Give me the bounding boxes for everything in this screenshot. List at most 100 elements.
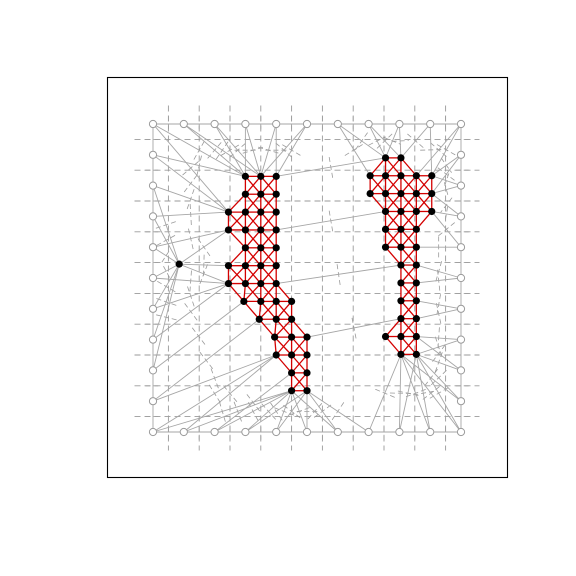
boundary-point xyxy=(456,181,466,190)
boundary-point xyxy=(456,427,466,437)
triangulation-edge xyxy=(152,301,245,371)
triangulation-edge xyxy=(337,123,386,159)
interior-point xyxy=(241,279,249,288)
interior-point xyxy=(272,226,280,234)
constrained-edge xyxy=(227,265,246,284)
interior-point xyxy=(412,207,420,216)
interior-point xyxy=(224,262,233,270)
interior-point xyxy=(412,297,420,305)
interior-point xyxy=(224,208,233,216)
constrained-edge xyxy=(415,193,433,212)
triangulation-edge xyxy=(398,123,402,158)
interior-point xyxy=(257,172,265,180)
constrained-edge xyxy=(244,265,262,284)
constrained-edge xyxy=(385,336,402,355)
boundary-point xyxy=(272,119,281,129)
triangulation-edge xyxy=(400,123,431,159)
boundary-point xyxy=(456,243,466,252)
boundary-point xyxy=(148,366,158,375)
triangulation-edge xyxy=(431,123,462,176)
interior-point xyxy=(288,297,296,306)
interior-point xyxy=(412,190,420,198)
voronoi-edge xyxy=(443,173,450,189)
constrained-edge xyxy=(275,300,293,320)
boundary-point xyxy=(148,243,158,252)
triangulation-edge xyxy=(179,263,229,284)
triangulation-edge xyxy=(260,123,277,177)
constrained-edge xyxy=(275,336,293,356)
interior-point xyxy=(257,244,265,252)
interior-point xyxy=(397,225,405,233)
constrained-edge xyxy=(400,228,417,248)
boundary-point xyxy=(302,119,312,129)
interior-point xyxy=(241,172,249,180)
constrained-edge xyxy=(227,211,246,231)
constrained-edge xyxy=(291,372,308,392)
isolated-point xyxy=(175,260,183,268)
triangulation-edge xyxy=(152,264,180,371)
interior-point xyxy=(272,244,280,252)
triangulation-edge xyxy=(152,229,229,248)
interior-point xyxy=(381,225,390,233)
boundary-point xyxy=(456,397,466,406)
boundary-point xyxy=(241,119,250,129)
triangulation-edge xyxy=(431,211,462,248)
boundary-point xyxy=(456,212,466,221)
triangulation-edge xyxy=(260,123,308,177)
triangulation-edge xyxy=(398,354,402,433)
triangulation-edge xyxy=(152,263,180,310)
interior-point xyxy=(412,261,420,269)
constrained-edge xyxy=(385,211,402,230)
constrained-edge xyxy=(275,283,293,302)
triangulation-edge xyxy=(276,157,386,177)
triangulation-edge xyxy=(183,354,277,433)
triangulation-edge xyxy=(183,123,262,177)
constrained-edge xyxy=(260,283,277,302)
boundary-point xyxy=(148,304,158,313)
interior-point xyxy=(397,350,405,358)
triangulation-edge xyxy=(275,390,293,433)
constrained-edge xyxy=(369,193,387,212)
interior-point xyxy=(397,279,405,287)
boundary-point xyxy=(426,119,435,129)
triangulation-edge xyxy=(368,354,402,433)
interior-point xyxy=(272,172,280,180)
interior-point xyxy=(241,190,249,198)
boundary-point xyxy=(179,119,188,129)
plot-frame xyxy=(106,76,509,479)
boundary-point xyxy=(179,427,188,437)
constrained-edge xyxy=(244,193,262,213)
constrained-edge xyxy=(400,157,417,177)
interior-point xyxy=(397,190,405,198)
triangulation-edge xyxy=(183,390,292,433)
triangulation-edge xyxy=(275,390,308,433)
triangulation-edge xyxy=(416,353,462,371)
triangulation-edge xyxy=(398,354,417,433)
constrained-edge xyxy=(400,211,417,230)
boundary-point xyxy=(148,119,158,129)
constrained-edge xyxy=(227,229,246,249)
triangulation-edge xyxy=(400,354,462,402)
constrained-edge xyxy=(244,229,262,249)
constrained-edge xyxy=(400,300,417,320)
interior-point xyxy=(272,190,280,198)
constrained-edge xyxy=(260,265,277,284)
triangulation-edge xyxy=(152,246,180,265)
constrained-edge xyxy=(258,318,276,338)
constrained-edge xyxy=(260,175,277,195)
boundary-point xyxy=(148,427,158,437)
constrained-edge xyxy=(275,354,293,374)
boundary-point xyxy=(456,273,466,283)
constrained-edge xyxy=(385,193,402,212)
interior-point xyxy=(257,297,265,306)
triangulation-edge xyxy=(415,123,462,177)
interior-point xyxy=(224,226,233,234)
constrained-edge xyxy=(244,211,262,231)
constrained-edge xyxy=(400,193,417,212)
triangulation-edge xyxy=(152,354,277,402)
triangulation-edge xyxy=(245,390,308,433)
interior-point xyxy=(303,387,311,395)
interior-point xyxy=(257,279,265,288)
constrained-edge xyxy=(385,157,402,177)
interior-point xyxy=(397,297,405,305)
